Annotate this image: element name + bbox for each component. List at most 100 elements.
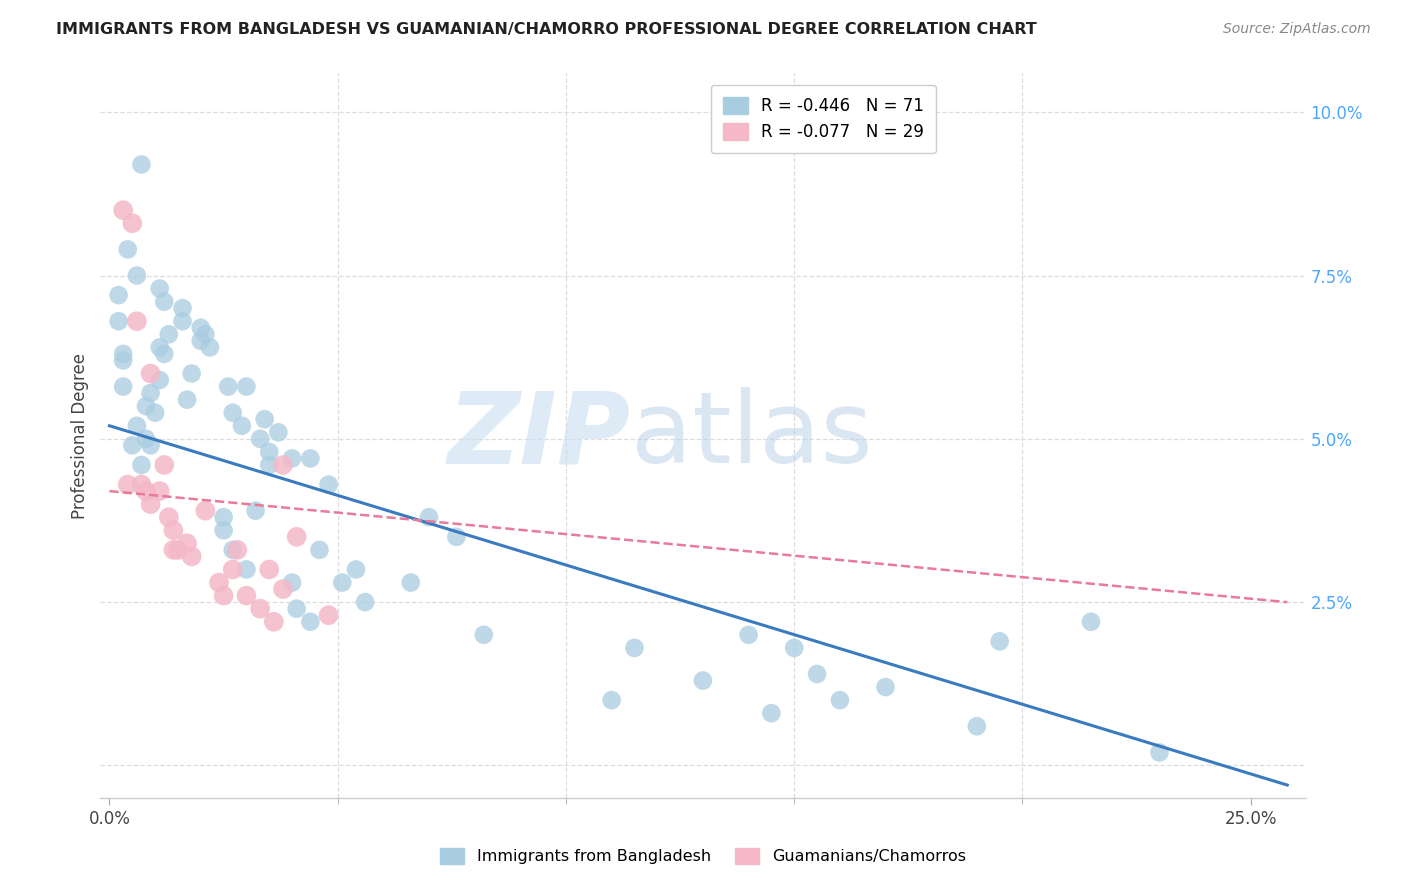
Text: atlas: atlas [631, 387, 872, 484]
Point [692, 673, 714, 688]
Point [875, 680, 897, 694]
Point [135, 399, 157, 413]
Point [180, 549, 202, 564]
Point [112, 203, 135, 218]
Point [190, 320, 212, 334]
Point [117, 477, 139, 491]
Point [399, 575, 422, 590]
Point [131, 157, 153, 171]
Point [112, 379, 135, 393]
Point [131, 477, 153, 491]
Point [153, 294, 176, 309]
Point [153, 458, 176, 472]
Point [149, 484, 172, 499]
Point [139, 367, 162, 381]
Point [172, 314, 194, 328]
Point [172, 301, 194, 315]
Point [344, 562, 367, 576]
Point [208, 575, 231, 590]
Point [212, 510, 235, 524]
Point [180, 367, 202, 381]
Point [149, 340, 172, 354]
Point [354, 595, 377, 609]
Point [121, 216, 143, 230]
Point [107, 288, 129, 302]
Point [259, 445, 281, 459]
Point [149, 282, 172, 296]
Point [235, 589, 257, 603]
Point [271, 582, 294, 596]
Point [318, 608, 340, 623]
Point [157, 327, 180, 342]
Point [153, 347, 176, 361]
Point [125, 268, 148, 283]
Point [828, 693, 851, 707]
Point [131, 458, 153, 472]
Point [125, 418, 148, 433]
Point [112, 353, 135, 368]
Point [235, 562, 257, 576]
Point [318, 477, 340, 491]
Legend: R = -0.446   N = 71, R = -0.077   N = 29: R = -0.446 N = 71, R = -0.077 N = 29 [711, 85, 935, 153]
Point [112, 347, 135, 361]
Point [988, 634, 1011, 648]
Point [121, 438, 143, 452]
Point [783, 640, 806, 655]
Point [966, 719, 988, 733]
Point [176, 536, 198, 550]
Point [1080, 615, 1102, 629]
Point [761, 706, 783, 721]
Point [162, 542, 184, 557]
Point [285, 530, 308, 544]
Point [623, 640, 645, 655]
Point [198, 340, 221, 354]
Point [281, 451, 304, 466]
Point [418, 510, 440, 524]
Text: IMMIGRANTS FROM BANGLADESH VS GUAMANIAN/CHAMORRO PROFESSIONAL DEGREE CORRELATION: IMMIGRANTS FROM BANGLADESH VS GUAMANIAN/… [56, 22, 1038, 37]
Point [135, 484, 157, 499]
Point [222, 562, 245, 576]
Point [149, 373, 172, 387]
Point [194, 327, 217, 342]
Point [245, 504, 267, 518]
Point [806, 667, 828, 681]
Point [143, 406, 166, 420]
Point [162, 523, 184, 537]
Point [271, 458, 294, 472]
Point [139, 497, 162, 511]
Point [253, 412, 276, 426]
Y-axis label: Professional Degree: Professional Degree [72, 352, 89, 518]
Point [222, 406, 245, 420]
Point [472, 628, 495, 642]
Point [308, 542, 330, 557]
Point [235, 379, 257, 393]
Point [249, 432, 271, 446]
Point [263, 615, 285, 629]
Point [249, 601, 271, 615]
Point [281, 575, 304, 590]
Point [139, 438, 162, 452]
Point [259, 562, 281, 576]
Point [212, 589, 235, 603]
Point [194, 504, 217, 518]
Point [212, 523, 235, 537]
Point [217, 379, 239, 393]
Point [157, 510, 180, 524]
Text: ZIP: ZIP [447, 387, 631, 484]
Point [167, 542, 190, 557]
Legend: Immigrants from Bangladesh, Guamanians/Chamorros: Immigrants from Bangladesh, Guamanians/C… [434, 841, 972, 871]
Point [267, 425, 290, 440]
Point [190, 334, 212, 348]
Point [330, 575, 353, 590]
Text: Source: ZipAtlas.com: Source: ZipAtlas.com [1223, 22, 1371, 37]
Point [446, 530, 468, 544]
Point [176, 392, 198, 407]
Point [135, 432, 157, 446]
Point [737, 628, 759, 642]
Point [125, 314, 148, 328]
Point [1149, 746, 1171, 760]
Point [139, 386, 162, 401]
Point [107, 314, 129, 328]
Point [231, 418, 253, 433]
Point [117, 243, 139, 257]
